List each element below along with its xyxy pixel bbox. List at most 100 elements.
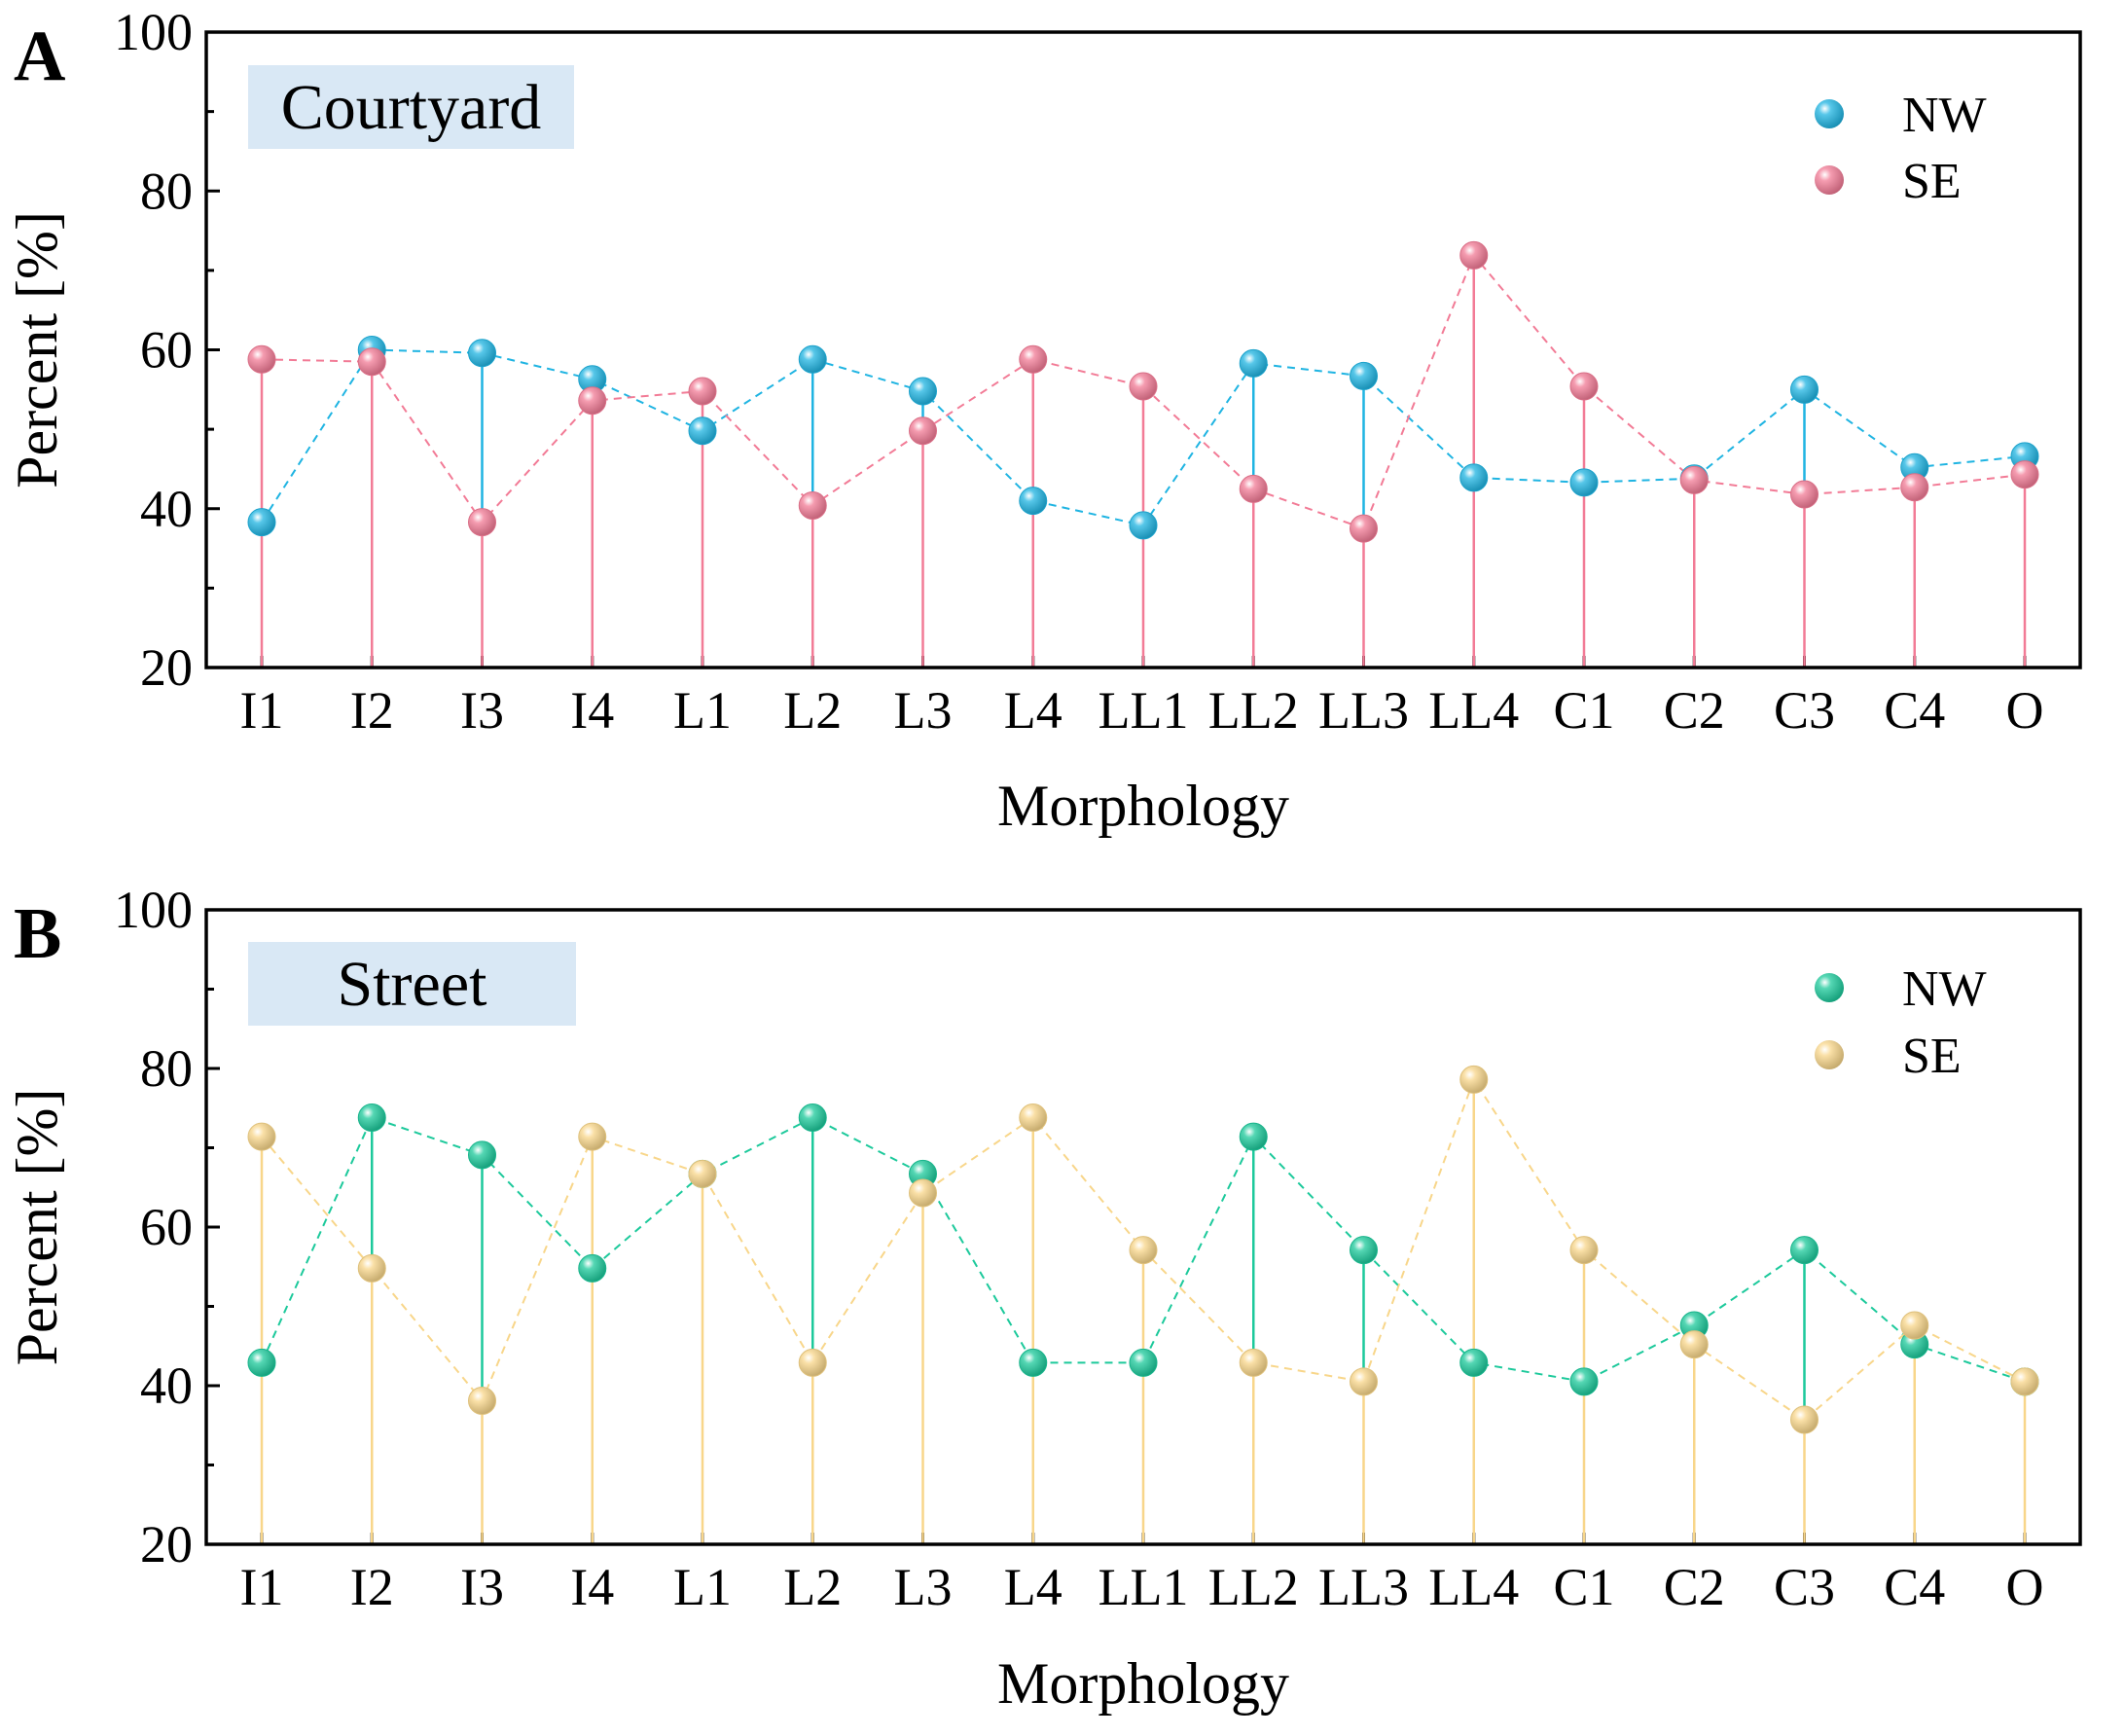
x-tick-label: LL1: [1099, 681, 1189, 740]
panel-b: B Street 20 40 60 80 100 I1 I2 I3 I4 L1 L2 L3 L4 LL1 LL2…: [5, 881, 2082, 1716]
nw-series-line: [261, 1116, 2026, 1383]
y-axis-label: Percent [%]: [5, 211, 69, 488]
se-point: [1679, 465, 1709, 494]
y-tick-label: 80: [140, 1039, 193, 1098]
se-point: [798, 490, 827, 520]
nw-point: [798, 344, 827, 374]
se-series-line: [261, 253, 2026, 530]
y-tick-label: 20: [140, 1515, 193, 1573]
se-point: [909, 1178, 937, 1208]
y-tick-label: 100: [114, 3, 193, 61]
legend-marker-se: [1815, 165, 1844, 195]
plot-frame: [204, 30, 2082, 669]
y-tick-label: 60: [140, 1198, 193, 1256]
x-tick-label: L1: [673, 1558, 732, 1616]
x-tick-label: L4: [1004, 1558, 1062, 1616]
nw-point: [798, 1103, 827, 1133]
x-tick-label: I2: [350, 1558, 394, 1616]
nw-point: [1350, 1236, 1378, 1265]
se-point: [1790, 1405, 1819, 1434]
nw-point: [247, 1348, 276, 1377]
x-tick-label: LL4: [1428, 1558, 1519, 1616]
y-axis-label: Percent [%]: [5, 1089, 69, 1366]
legend-marker-se: [1815, 1040, 1844, 1069]
x-tick-label: I1: [240, 681, 284, 740]
x-tick-label: LL2: [1208, 1558, 1299, 1616]
se-point: [1459, 1065, 1489, 1094]
x-tick-label: C3: [1774, 1558, 1835, 1616]
x-tick-label: LL4: [1428, 681, 1519, 740]
nw-point: [909, 377, 937, 406]
chart-title: Courtyard: [281, 72, 542, 143]
se-point: [247, 1122, 276, 1151]
nw-point: [1459, 463, 1489, 492]
legend-label-se: SE: [1902, 154, 1962, 209]
se-point: [1239, 474, 1268, 503]
legend-marker-nw: [1815, 973, 1844, 1002]
se-point: [357, 347, 386, 377]
chart-title: Street: [338, 949, 487, 1020]
se-point: [1350, 514, 1378, 543]
nw-point: [578, 1253, 607, 1283]
se-point: [1129, 1236, 1158, 1265]
x-tick-label: I3: [460, 681, 504, 740]
plot-frame: [204, 908, 2082, 1546]
nw-point: [1239, 1122, 1268, 1151]
x-tick-label: C1: [1553, 681, 1614, 740]
se-point: [1900, 473, 1929, 502]
x-tick-label: L3: [894, 1558, 953, 1616]
nw-point: [1239, 348, 1268, 378]
x-tick-label: L2: [783, 1558, 842, 1616]
se-point: [688, 1159, 717, 1188]
x-tick-label: O: [2006, 1558, 2044, 1616]
x-tick-label: I1: [240, 1558, 284, 1616]
x-tick-label: LL1: [1099, 1558, 1189, 1616]
se-point: [1019, 1103, 1048, 1133]
x-tick-label: C2: [1664, 1558, 1725, 1616]
nw-point: [247, 508, 276, 537]
x-tick-label: L1: [673, 681, 732, 740]
panel-letter: A: [14, 17, 65, 96]
y-tick-label: 20: [140, 638, 193, 697]
se-point: [798, 1348, 827, 1377]
se-point: [578, 386, 607, 416]
panel-a: A Courtyard 20 40 60 80 100 I1 I2 I3 I4 L1 L2 L3 L4 LL1…: [5, 3, 2082, 838]
se-point: [1019, 344, 1048, 374]
y-tick-label: 80: [140, 162, 193, 220]
x-tick-label: I3: [460, 1558, 504, 1616]
y-tick-label: 100: [114, 881, 193, 939]
nw-point: [1129, 511, 1158, 540]
x-tick-label: C4: [1884, 1558, 1945, 1616]
nw-point: [1790, 375, 1819, 404]
se-point: [909, 416, 937, 446]
x-tick-label: C1: [1553, 1558, 1614, 1616]
se-point: [1459, 240, 1489, 270]
se-point: [1790, 480, 1819, 509]
se-point: [1350, 1367, 1378, 1396]
nw-point: [357, 1103, 386, 1133]
nw-point: [468, 1140, 496, 1170]
nw-point: [1129, 1348, 1158, 1377]
nw-point: [1019, 1348, 1048, 1377]
nw-point: [468, 339, 496, 368]
se-point: [2010, 1367, 2039, 1396]
x-axis-label: Morphology: [997, 774, 1289, 838]
title-box: [248, 942, 576, 1026]
legend-label-nw: NW: [1902, 961, 1987, 1017]
x-tick-label: I2: [350, 681, 394, 740]
se-point: [1900, 1311, 1929, 1340]
nw-point: [1019, 487, 1048, 516]
x-tick-label: C4: [1884, 681, 1945, 740]
nw-point: [1350, 361, 1378, 390]
x-axis-label: Morphology: [997, 1651, 1289, 1716]
se-point: [1569, 372, 1599, 401]
x-tick-label: LL2: [1208, 681, 1299, 740]
se-point: [1129, 372, 1158, 401]
x-tick-label: L2: [783, 681, 842, 740]
x-tick-label: I4: [570, 681, 614, 740]
se-point: [2010, 460, 2039, 489]
se-point: [1569, 1236, 1599, 1265]
se-point: [468, 1386, 496, 1415]
